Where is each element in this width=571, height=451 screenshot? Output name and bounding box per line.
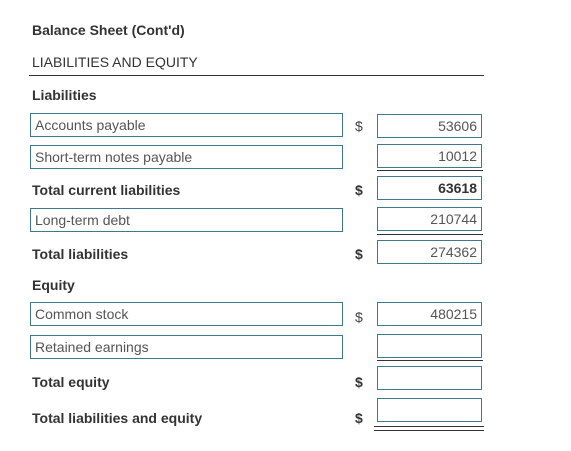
subtotal-underline (377, 234, 483, 235)
total-liabilities-currency: $ (355, 246, 363, 262)
short-term-notes-label-field[interactable] (30, 145, 343, 169)
short-term-notes-amount-field[interactable] (377, 144, 482, 168)
equity-heading: Equity (32, 277, 75, 293)
total-equity-label: Total equity (32, 374, 110, 390)
long-term-debt-amount-field[interactable] (377, 207, 482, 231)
total-liabilities-and-equity-label: Total liabilities and equity (32, 410, 203, 426)
retained-earnings-amount-field[interactable] (377, 334, 482, 358)
total-liabilities-amount-field[interactable] (377, 240, 482, 264)
accounts-payable-amount-field[interactable] (377, 114, 482, 138)
total-liabilities-and-equity-amount-field[interactable] (377, 398, 482, 422)
total-liabilities-and-equity-currency: $ (355, 410, 363, 426)
total-current-liabilities-label: Total current liabilities (32, 182, 181, 198)
long-term-debt-label-field[interactable] (30, 208, 343, 232)
common-stock-currency: $ (355, 309, 363, 325)
subtotal-underline (377, 360, 483, 361)
page-title: Balance Sheet (Cont'd) (32, 22, 185, 38)
retained-earnings-label-field[interactable] (30, 335, 343, 359)
section-heading: LIABILITIES AND EQUITY (32, 54, 198, 70)
subtotal-underline (377, 170, 483, 171)
liabilities-heading: Liabilities (32, 87, 97, 103)
common-stock-label-field[interactable] (30, 302, 343, 326)
common-stock-amount-field[interactable] (377, 302, 482, 326)
total-current-liabilities-currency: $ (355, 182, 363, 198)
total-equity-currency: $ (355, 374, 363, 390)
total-equity-amount-field[interactable] (377, 366, 482, 390)
section-divider (29, 75, 484, 76)
accounts-payable-currency: $ (355, 118, 363, 134)
total-current-liabilities-amount-field[interactable] (377, 176, 482, 200)
total-liabilities-label: Total liabilities (32, 246, 129, 262)
accounts-payable-label-field[interactable] (30, 113, 343, 137)
grand-total-double-underline (374, 426, 484, 431)
